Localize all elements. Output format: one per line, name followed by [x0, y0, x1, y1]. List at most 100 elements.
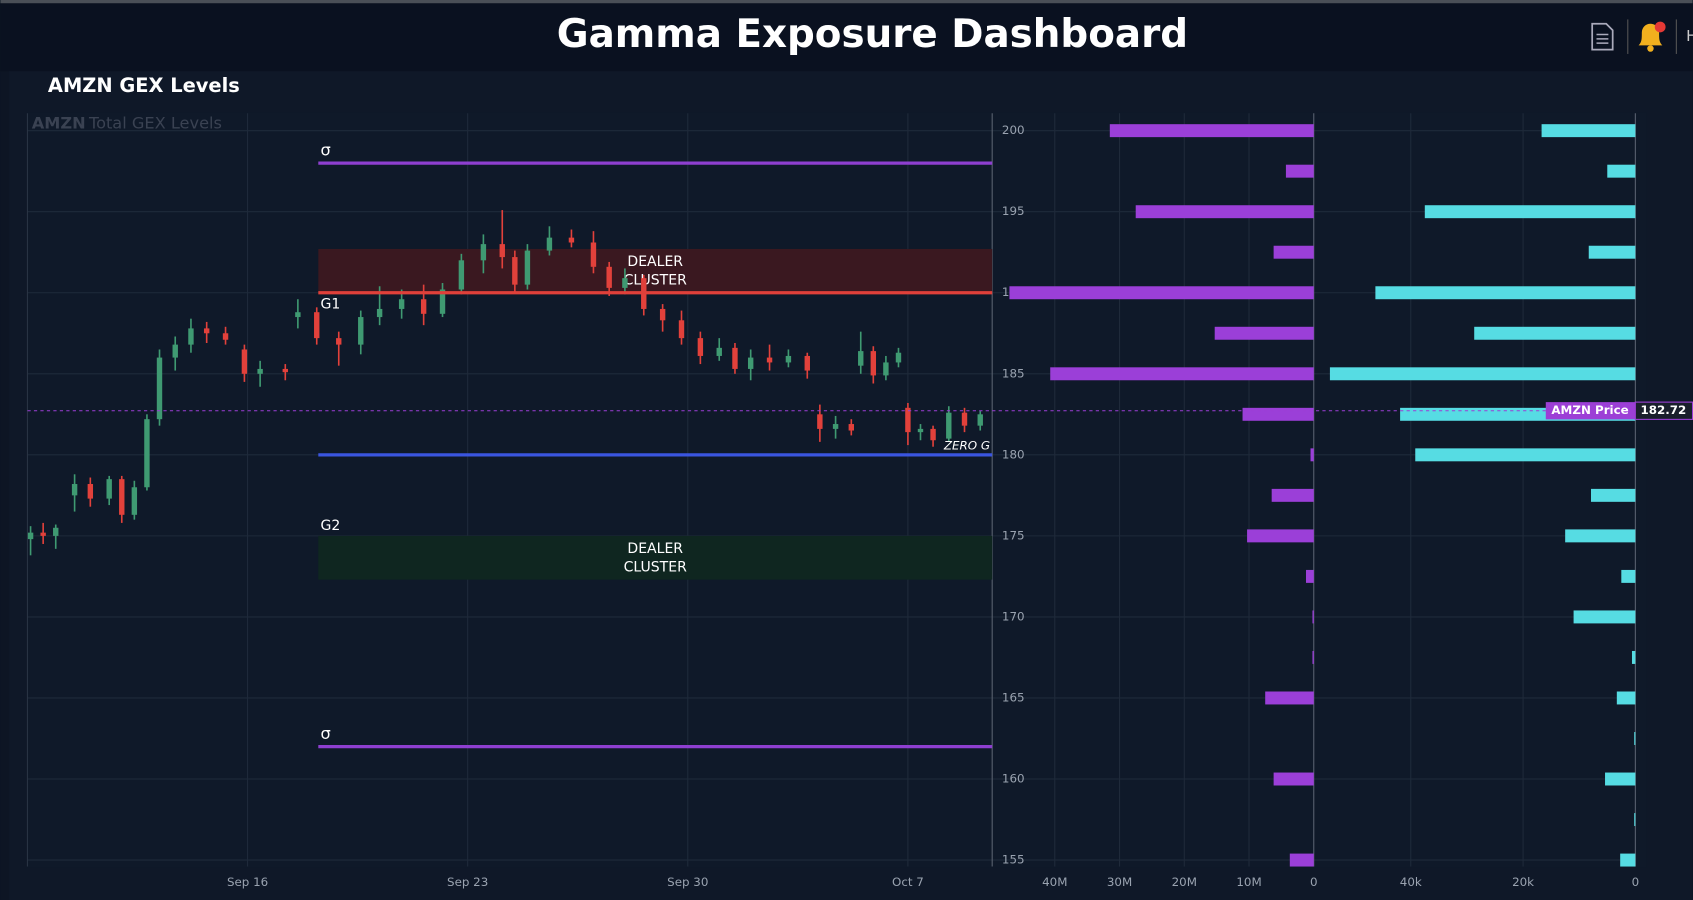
- gex-bar: [1310, 448, 1314, 462]
- candle-body: [732, 347, 738, 369]
- x-tick-label: 40M: [1042, 875, 1067, 889]
- gex-bar: [1634, 732, 1636, 745]
- candle-body: [106, 479, 112, 499]
- gex-bar: [1109, 124, 1314, 138]
- candle-body: [71, 484, 78, 496]
- candle-body: [87, 484, 94, 499]
- gex-bar: [1305, 569, 1314, 583]
- gex-bar: [1312, 610, 1314, 624]
- watermark-symbol: AMZN: [32, 114, 86, 133]
- candle-body: [817, 414, 823, 429]
- gex-bar: [1050, 367, 1314, 381]
- y-tick-label: 160: [1002, 772, 1025, 786]
- y-tick-label: 175: [1002, 528, 1025, 542]
- candle-body: [336, 338, 342, 345]
- watermark: Total GEX Levels: [88, 114, 222, 133]
- gex-bar: [1247, 529, 1314, 543]
- candle-body: [766, 357, 773, 363]
- x-tick-label: 0: [1632, 875, 1640, 889]
- level-label: σ: [320, 141, 330, 160]
- candle-body: [314, 312, 320, 339]
- header-bar: [0, 0, 1693, 72]
- price-tag: [1545, 402, 1636, 420]
- y-tick-label: 200: [1002, 123, 1025, 137]
- candle-body: [40, 532, 46, 536]
- candle-body: [420, 299, 427, 314]
- candle-body: [678, 320, 685, 339]
- gex-bar: [1271, 488, 1314, 502]
- dealer-cluster: [318, 248, 993, 293]
- gex-bar: [1312, 650, 1314, 664]
- gex-bar: [1329, 367, 1636, 381]
- doc-icon[interactable]: [1591, 22, 1614, 51]
- y-tick-label: 155: [1002, 853, 1025, 867]
- level-label: σ: [320, 724, 330, 743]
- candle-body: [282, 368, 288, 373]
- x-tick-label: 40k: [1400, 875, 1422, 889]
- candle-body: [512, 257, 518, 285]
- x-tick-label: 10M: [1236, 875, 1261, 889]
- candle-body: [499, 244, 505, 258]
- candle-body: [172, 344, 178, 358]
- x-tick-label: Sep 30: [667, 875, 708, 889]
- candle-body: [747, 357, 754, 369]
- candle-body: [905, 407, 911, 433]
- candle-body: [785, 355, 792, 363]
- gex-bar: [1565, 529, 1636, 543]
- x-tick-label: 20k: [1512, 875, 1534, 889]
- candle-body: [606, 266, 612, 288]
- candle-body: [524, 250, 531, 285]
- candle-body: [439, 289, 446, 314]
- candle-body: [622, 278, 628, 288]
- candle-body: [858, 351, 864, 366]
- gex-bar: [1616, 691, 1636, 705]
- candle-body: [895, 352, 902, 363]
- bell-icon[interactable]: [1638, 21, 1666, 52]
- gex-bar: [1424, 205, 1636, 219]
- panel-title: AMZN GEX Levels: [48, 74, 240, 97]
- candle-body: [917, 428, 924, 433]
- candle-body: [131, 487, 138, 515]
- candle-body: [203, 328, 210, 334]
- candle-body: [53, 527, 59, 536]
- price-tag-value: 182.72: [1641, 403, 1687, 417]
- candle-body: [568, 237, 575, 243]
- candle-body: [659, 308, 666, 321]
- gex-bar: [1273, 245, 1314, 259]
- gex-bar: [1285, 164, 1314, 178]
- gex-bar: [1541, 124, 1636, 138]
- user-initial[interactable]: H: [1686, 27, 1693, 45]
- gex-bar: [1631, 650, 1636, 664]
- gex-bar: [1273, 772, 1314, 786]
- gex-bar: [1605, 772, 1636, 786]
- candle-body: [222, 333, 229, 340]
- x-tick-label: 20M: [1172, 875, 1197, 889]
- candle-body: [257, 368, 263, 374]
- x-tick-label: 30M: [1107, 875, 1132, 889]
- cluster-label: CLUSTER: [624, 559, 687, 575]
- gex-bar: [1621, 569, 1636, 583]
- gex-bar: [1607, 164, 1636, 178]
- y-tick-label: 170: [1002, 609, 1025, 623]
- x-tick-label: 0: [1310, 875, 1318, 889]
- gex-bar: [1009, 286, 1314, 300]
- price-tag-label: AMZN Price: [1551, 403, 1628, 417]
- candle-body: [241, 349, 248, 374]
- candle-body: [188, 328, 194, 345]
- candle-body: [458, 260, 465, 290]
- candle-body: [961, 412, 968, 426]
- candle-body: [480, 244, 487, 261]
- gex-bar: [1573, 610, 1636, 624]
- candle-body: [804, 355, 810, 371]
- candle-body: [376, 308, 383, 318]
- candle-body: [144, 419, 150, 488]
- candle-body: [119, 479, 125, 515]
- gex-bar: [1135, 205, 1314, 219]
- y-tick-label: 180: [1002, 447, 1025, 461]
- gex-bar: [1289, 853, 1314, 867]
- candle-body: [832, 424, 839, 429]
- candle-body: [546, 237, 553, 251]
- gex-bar: [1242, 407, 1314, 421]
- candle-body: [398, 299, 405, 309]
